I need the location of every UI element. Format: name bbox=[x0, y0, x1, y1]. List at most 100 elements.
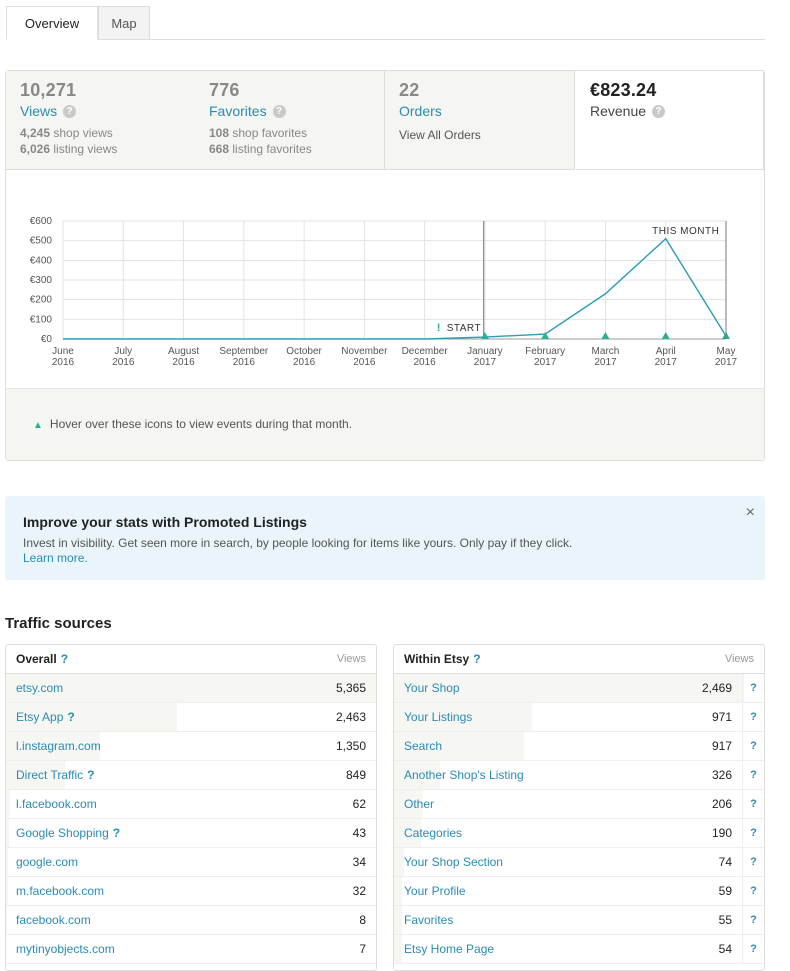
table-header: Within Etsy? Views bbox=[394, 645, 764, 674]
help-icon[interactable]: ? bbox=[742, 935, 764, 964]
table-row[interactable]: l.instagram.com 1,350 bbox=[6, 732, 376, 761]
source-name-link[interactable]: Your Shop Section bbox=[404, 848, 503, 877]
table-row[interactable]: Favorites 55? bbox=[394, 906, 764, 935]
source-name-link[interactable]: Etsy App? bbox=[16, 703, 75, 732]
source-name-link[interactable]: Direct Traffic? bbox=[16, 761, 94, 790]
view-all-orders-link[interactable]: View All Orders bbox=[399, 128, 481, 142]
favorites-value: 776 bbox=[209, 80, 240, 100]
table-row[interactable]: Your Listings 971? bbox=[394, 703, 764, 732]
help-icon[interactable]: ? bbox=[63, 104, 77, 118]
source-views: 2,469 bbox=[701, 681, 732, 695]
source-name-link[interactable]: Etsy Home Page bbox=[404, 935, 494, 964]
table-row[interactable]: Search 917? bbox=[394, 732, 764, 761]
source-views: 59 bbox=[718, 884, 732, 898]
learn-more-link[interactable]: Learn more. bbox=[23, 551, 88, 565]
x-tick-month: July bbox=[114, 346, 132, 357]
source-name: Etsy Home Page bbox=[404, 942, 495, 956]
table-row[interactable]: Your Profile 59? bbox=[394, 877, 764, 906]
tab-overview[interactable]: Overview bbox=[6, 6, 98, 40]
table-row[interactable]: Etsy Home Page 54? bbox=[394, 935, 764, 964]
table-row[interactable]: google.com 34 bbox=[6, 848, 376, 877]
table-row[interactable]: Categories 190? bbox=[394, 819, 764, 848]
help-icon[interactable]: ? bbox=[742, 790, 764, 819]
x-tick-year: 2017 bbox=[715, 357, 738, 368]
shop-views-count: 4,245 bbox=[20, 126, 51, 140]
x-tick-year: 2016 bbox=[172, 357, 195, 368]
source-name-link[interactable]: m.facebook.com bbox=[16, 877, 104, 906]
source-name-link[interactable]: Your Shop bbox=[404, 674, 460, 703]
source-name-link[interactable]: google.com bbox=[16, 848, 78, 877]
help-icon[interactable]: ? bbox=[87, 768, 95, 782]
source-name-link[interactable]: Your Profile bbox=[404, 877, 466, 906]
stat-card-orders[interactable]: 22 Orders View All Orders bbox=[385, 71, 575, 170]
source-name-link[interactable]: Other bbox=[404, 790, 434, 819]
x-tick-year: 2017 bbox=[594, 357, 617, 368]
table-row[interactable]: m.facebook.com 32 bbox=[6, 877, 376, 906]
stat-card-favorites[interactable]: 776 Favorites? 108 shop favorites 668 li… bbox=[195, 71, 385, 170]
source-name-link[interactable]: l.instagram.com bbox=[16, 732, 101, 761]
help-icon[interactable]: ? bbox=[67, 710, 75, 724]
y-tick-label: €0 bbox=[41, 334, 53, 345]
help-icon[interactable]: ? bbox=[742, 819, 764, 848]
stat-card-views[interactable]: 10,271 Views? 4,245 shop views 6,026 lis… bbox=[6, 71, 196, 170]
close-icon[interactable]: × bbox=[745, 504, 755, 521]
within-etsy-header: Within Etsy bbox=[404, 652, 470, 666]
table-row[interactable]: Your Shop Section 74? bbox=[394, 848, 764, 877]
help-icon[interactable]: ? bbox=[272, 104, 286, 118]
help-icon[interactable]: ? bbox=[473, 652, 481, 666]
table-row[interactable]: facebook.com 8 bbox=[6, 906, 376, 935]
help-icon[interactable]: ? bbox=[742, 848, 764, 877]
table-row[interactable]: Other 206? bbox=[394, 790, 764, 819]
table-row[interactable]: Another Shop's Listing 326? bbox=[394, 761, 764, 790]
x-tick-year: 2016 bbox=[52, 357, 75, 368]
source-name-link[interactable]: Your Listings bbox=[404, 703, 472, 732]
table-row[interactable]: etsy.com 5,365 bbox=[6, 674, 376, 703]
help-icon[interactable]: ? bbox=[742, 877, 764, 906]
table-row[interactable]: Your Shop 2,469? bbox=[394, 674, 764, 703]
help-icon[interactable]: ? bbox=[742, 906, 764, 935]
help-icon[interactable]: ? bbox=[742, 761, 764, 790]
x-tick-year: 2016 bbox=[353, 357, 376, 368]
source-name: Etsy App bbox=[16, 710, 64, 724]
table-row[interactable]: Etsy App? 2,463 bbox=[6, 703, 376, 732]
x-tick-month: April bbox=[656, 346, 676, 357]
source-name-link[interactable]: Categories bbox=[404, 819, 462, 848]
revenue-line bbox=[63, 237, 727, 340]
source-name-link[interactable]: mytinyobjects.com bbox=[16, 935, 115, 964]
help-icon[interactable]: ? bbox=[742, 674, 764, 703]
source-views: 5,365 bbox=[335, 681, 366, 695]
table-row[interactable]: Google Shopping? 43 bbox=[6, 819, 376, 848]
help-icon[interactable]: ? bbox=[60, 652, 69, 666]
views-column-header: Views bbox=[724, 653, 754, 665]
event-marker-icon bbox=[601, 332, 610, 339]
source-name-link[interactable]: facebook.com bbox=[16, 906, 91, 935]
traffic-bar bbox=[394, 935, 402, 963]
within-rows: Your Shop 2,469? Your Listings 971? Search 91… bbox=[394, 674, 764, 964]
tab-map[interactable]: Map bbox=[98, 6, 150, 40]
help-icon[interactable]: ? bbox=[652, 104, 666, 118]
source-views: 62 bbox=[352, 797, 366, 811]
revenue-chart: €0 €100 €200 €300 €400 €500 €600 June 2016 July 20… bbox=[6, 211, 766, 371]
listing-favorites-label: listing favorites bbox=[232, 142, 312, 156]
stat-card-revenue[interactable]: €823.24 Revenue? bbox=[576, 71, 764, 170]
favorites-label: Favorites bbox=[209, 103, 267, 119]
source-name-link[interactable]: Search bbox=[404, 732, 442, 761]
help-icon[interactable]: ? bbox=[742, 732, 764, 761]
y-tick-label: €200 bbox=[30, 295, 53, 306]
help-icon[interactable]: ? bbox=[742, 703, 764, 732]
shop-favorites-count: 108 bbox=[209, 126, 230, 140]
source-name-link[interactable]: etsy.com bbox=[16, 674, 63, 703]
source-name: Another Shop's Listing bbox=[404, 768, 524, 782]
table-row[interactable]: mytinyobjects.com 7 bbox=[6, 935, 376, 964]
x-tick-year: 2017 bbox=[655, 357, 678, 368]
source-name-link[interactable]: Another Shop's Listing bbox=[404, 761, 524, 790]
source-name-link[interactable]: l.facebook.com bbox=[16, 790, 97, 819]
table-row[interactable]: Direct Traffic? 849 bbox=[6, 761, 376, 790]
table-row[interactable]: l.facebook.com 62 bbox=[6, 790, 376, 819]
source-name-link[interactable]: Google Shopping? bbox=[16, 819, 120, 848]
source-name: Categories bbox=[404, 826, 463, 840]
source-name-link[interactable]: Favorites bbox=[404, 906, 453, 935]
traffic-bar bbox=[394, 906, 402, 934]
source-views: 190 bbox=[711, 826, 732, 840]
help-icon[interactable]: ? bbox=[112, 826, 121, 840]
